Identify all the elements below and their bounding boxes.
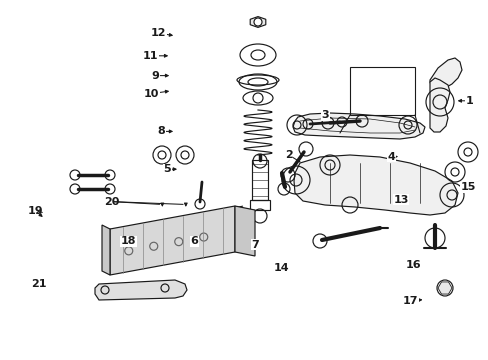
Text: 18: 18 (121, 236, 136, 246)
Polygon shape (437, 282, 451, 294)
Text: 8: 8 (157, 126, 165, 136)
Text: 2: 2 (284, 150, 292, 160)
Polygon shape (95, 280, 186, 300)
Bar (251, 160, 267, 200)
Text: 3: 3 (321, 110, 328, 120)
Text: 14: 14 (273, 263, 288, 273)
Text: 20: 20 (103, 197, 119, 207)
Polygon shape (429, 58, 461, 90)
Polygon shape (292, 113, 424, 139)
Polygon shape (429, 78, 449, 132)
Text: 5: 5 (163, 164, 171, 174)
Text: 10: 10 (143, 89, 159, 99)
Text: 13: 13 (392, 195, 408, 205)
Polygon shape (110, 206, 243, 233)
Circle shape (253, 18, 262, 26)
Text: 17: 17 (402, 296, 418, 306)
Text: 7: 7 (251, 240, 259, 250)
Text: 15: 15 (460, 182, 475, 192)
Text: 16: 16 (405, 260, 420, 270)
Text: 12: 12 (151, 28, 166, 38)
Text: 1: 1 (465, 96, 472, 106)
Text: 4: 4 (386, 152, 394, 162)
Text: 6: 6 (190, 236, 198, 246)
Text: 21: 21 (31, 279, 47, 289)
Text: 11: 11 (142, 51, 158, 61)
Text: 9: 9 (151, 71, 159, 81)
Polygon shape (110, 206, 235, 275)
Polygon shape (250, 17, 265, 27)
Text: 19: 19 (27, 206, 43, 216)
Polygon shape (293, 155, 457, 215)
Polygon shape (235, 206, 254, 256)
Bar (349, 67, 414, 115)
Polygon shape (102, 225, 110, 275)
